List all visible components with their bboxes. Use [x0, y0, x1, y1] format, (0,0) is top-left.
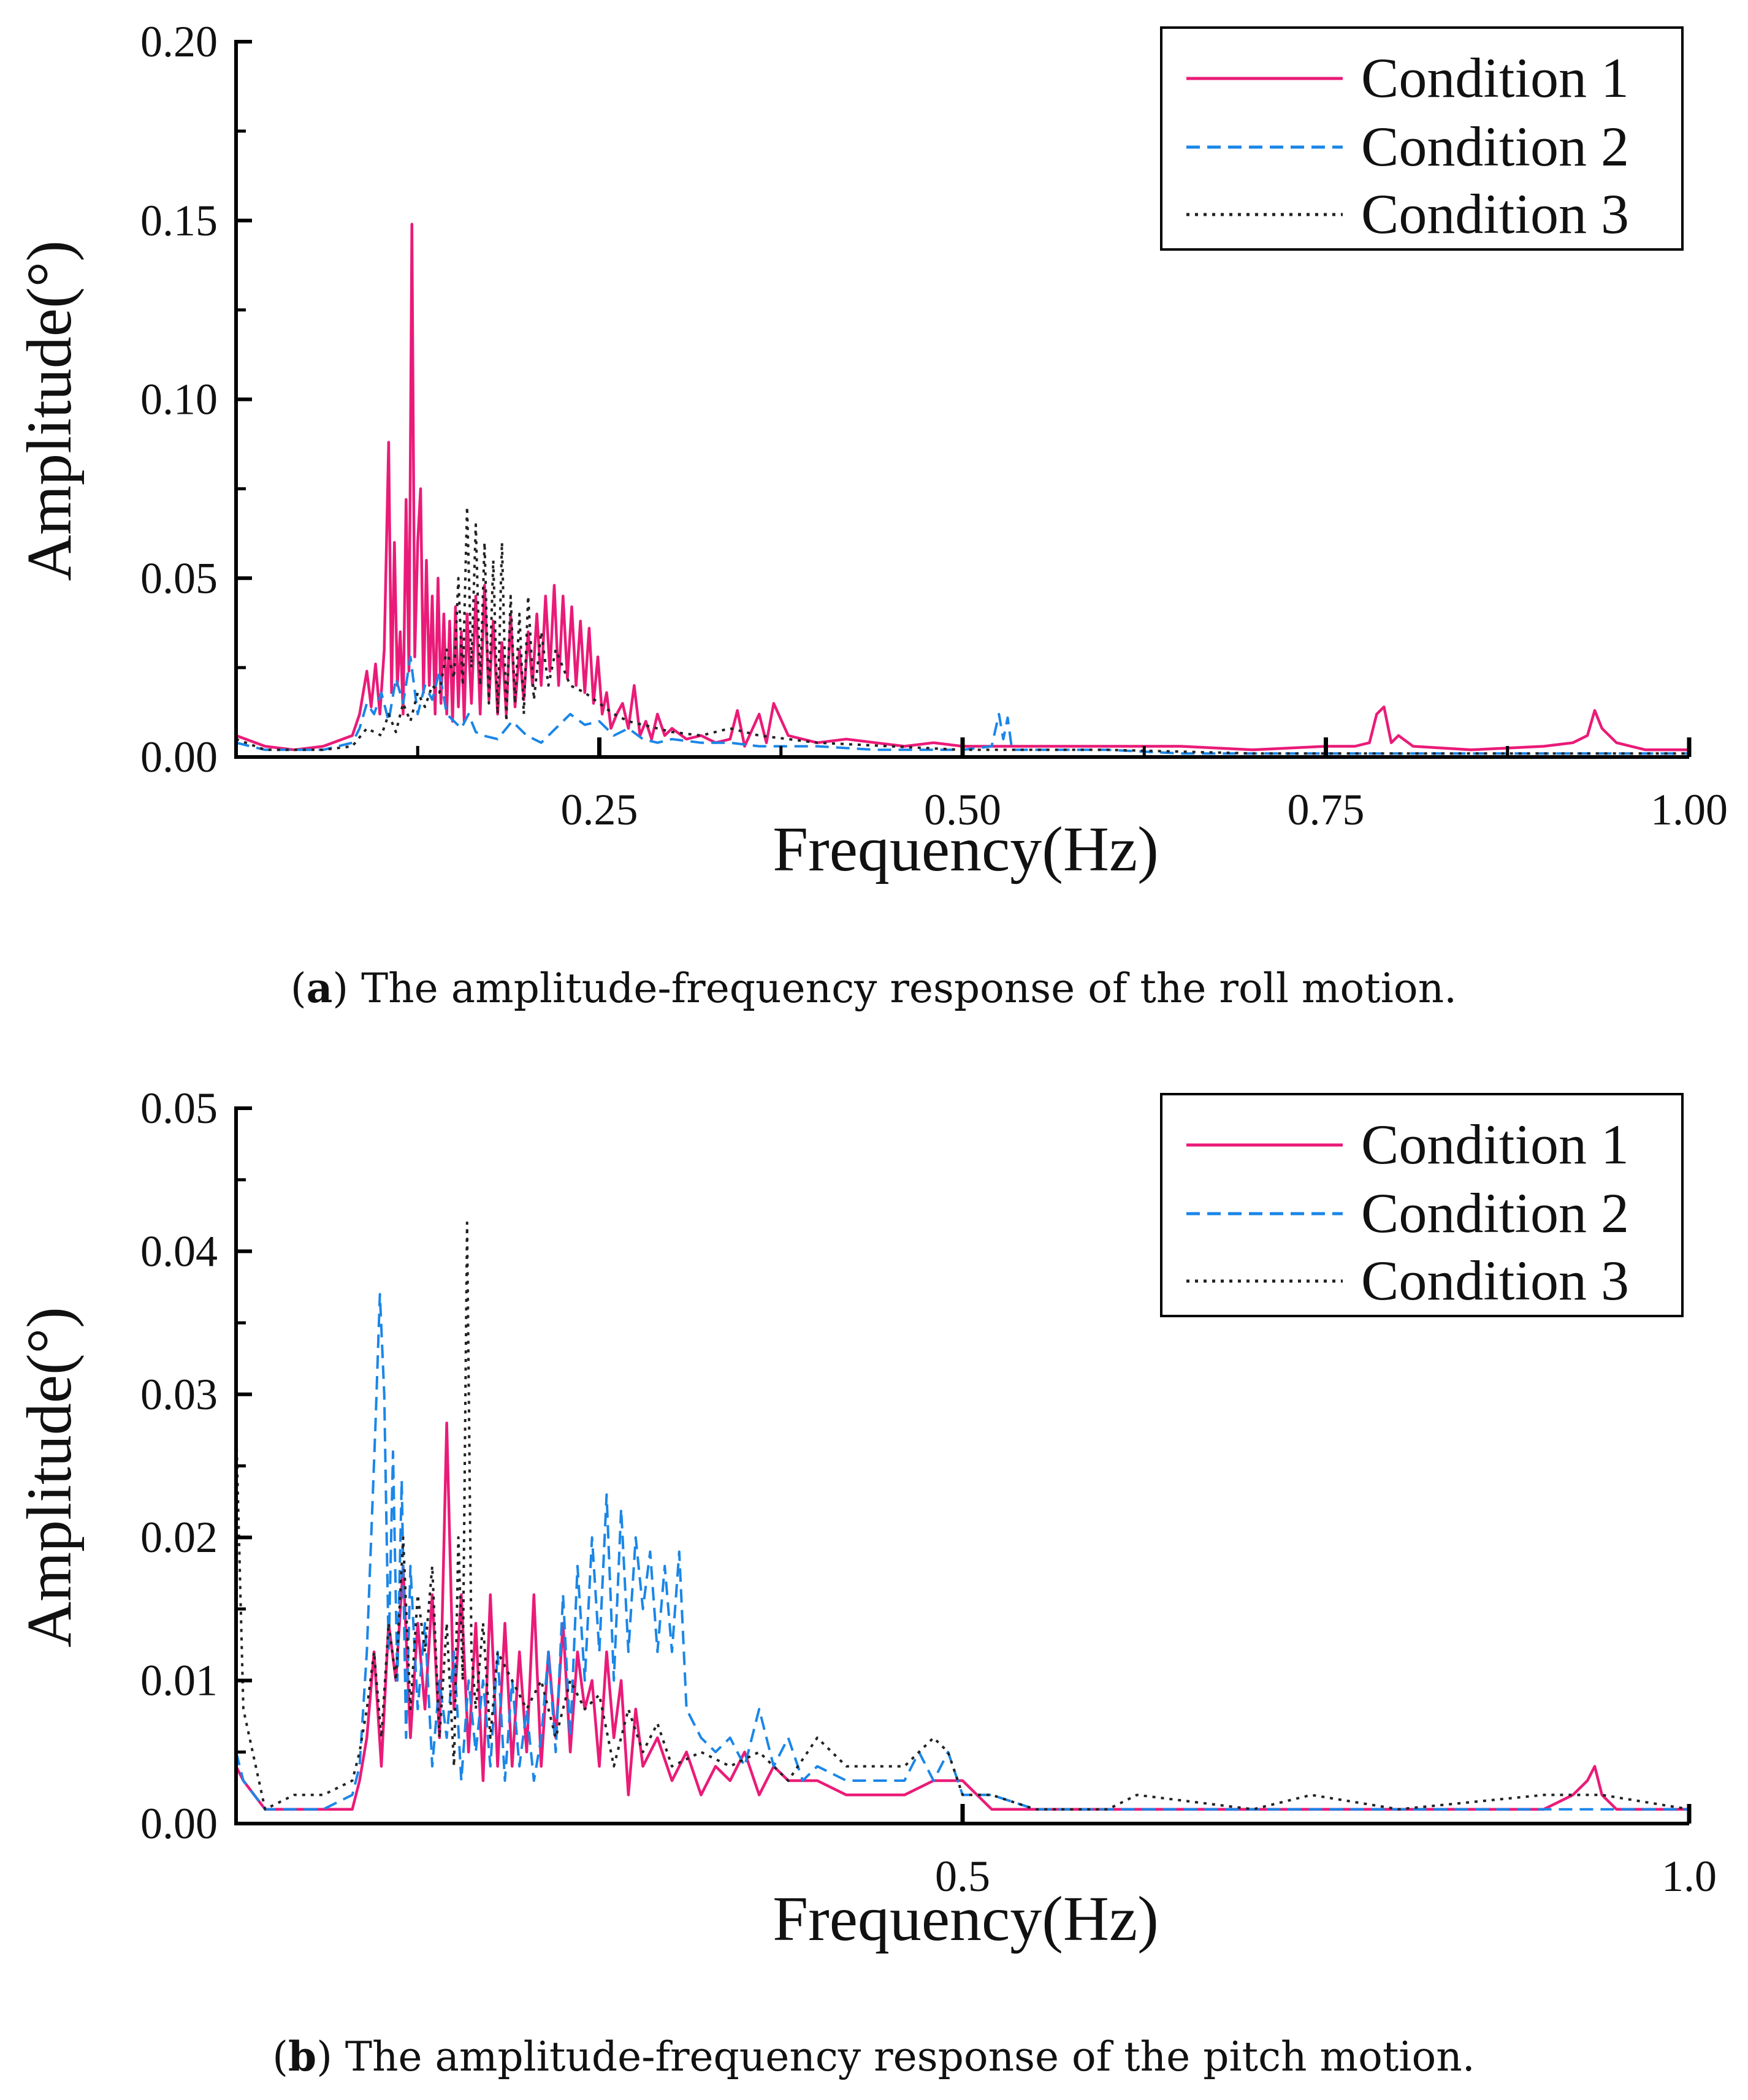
roll-caption-letter: a: [307, 964, 333, 1012]
pitch-condition-2-line: [235, 1293, 1689, 1811]
roll-caption-text: ) The amplitude-frequency response of th…: [332, 965, 1457, 1012]
roll-legend-box: [1160, 26, 1684, 251]
roll-x-tick-label: 0.25: [561, 785, 638, 834]
pitch-y-tick-label: 0.04: [140, 1227, 218, 1276]
roll-x-axis-title: Frequency(Hz): [773, 814, 1158, 885]
pitch-series-group: [234, 1221, 1690, 1811]
roll-y-tick-label: 0.20: [140, 17, 218, 66]
roll-y-tick-label: 0.05: [140, 554, 218, 603]
pitch-y-axis-title: Amplitude(°): [14, 1307, 85, 1648]
pitch-legend-box: [1160, 1093, 1684, 1317]
pitch-condition-3-line: [235, 1221, 1690, 1811]
pitch-caption-text: ) The amplitude-frequency response of th…: [316, 2033, 1475, 2080]
pitch-caption-open: (: [272, 2033, 288, 2080]
roll-condition-2-line: [235, 655, 1689, 755]
roll-y-axis-title: Amplitude(°): [14, 240, 85, 581]
roll-legend-label-condition-2: Condition 2: [1361, 115, 1629, 178]
roll-axes: 0.00 0.05 0.10 0.15 0.20 0.25 0.50 0.75 1.00: [140, 17, 1728, 834]
pitch-y-tick-label: 0.03: [140, 1370, 218, 1419]
roll-y-tick-label: 0.15: [140, 196, 218, 245]
pitch-y-tick-label: 0.02: [140, 1513, 218, 1562]
pitch-y-tick-label: 0.05: [140, 1084, 218, 1133]
roll-chart: 0.00 0.05 0.10 0.15 0.20 0.25 0.50 0.75 1.00 Fr…: [14, 17, 1728, 1012]
pitch-x-tick-label: 1.0: [1662, 1852, 1717, 1901]
pitch-caption: (b) The amplitude-frequency response of …: [272, 2033, 1475, 2080]
roll-condition-1-line: [235, 223, 1689, 751]
pitch-legend-label-condition-2: Condition 2: [1361, 1182, 1629, 1244]
roll-condition-3-line: [235, 505, 1689, 755]
pitch-x-tick-label: 0.5: [935, 1852, 990, 1901]
pitch-legend-label-condition-1: Condition 1: [1361, 1113, 1629, 1176]
pitch-chart: 0.00 0.01 0.02 0.03 0.04 0.05 0.5 1.0 Frequenc…: [14, 1084, 1717, 2080]
pitch-y-tick-label: 0.01: [140, 1656, 218, 1705]
pitch-legend: Condition 1 Condition 2 Condition 3: [1160, 1093, 1684, 1317]
roll-x-tick-label: 0.50: [924, 785, 1001, 834]
pitch-axes: 0.00 0.01 0.02 0.03 0.04 0.05 0.5 1.0: [140, 1084, 1717, 1901]
roll-y-tick-label: 0.10: [140, 375, 218, 424]
pitch-legend-label-condition-3: Condition 3: [1361, 1249, 1629, 1312]
roll-caption: (a) The amplitude-frequency response of …: [291, 964, 1457, 1012]
roll-x-tick-label: 0.75: [1288, 785, 1365, 834]
roll-legend: Condition 1 Condition 2 Condition 3: [1160, 26, 1684, 251]
pitch-x-axis-title: Frequency(Hz): [773, 1884, 1158, 1954]
roll-x-tick-label: 1.00: [1651, 785, 1728, 834]
pitch-y-tick-label: 0.00: [140, 1799, 218, 1848]
roll-caption-open: (: [291, 965, 307, 1012]
pitch-caption-letter: b: [288, 2033, 316, 2080]
roll-series-group: [235, 223, 1689, 755]
roll-legend-label-condition-3: Condition 3: [1361, 183, 1629, 245]
roll-y-tick-label: 0.00: [140, 732, 218, 782]
roll-legend-label-condition-1: Condition 1: [1361, 47, 1629, 109]
